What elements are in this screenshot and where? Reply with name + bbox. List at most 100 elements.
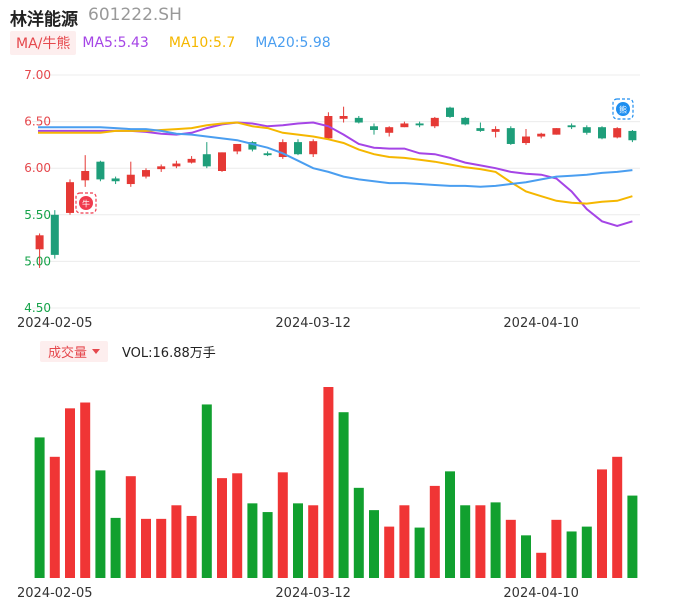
- candle-body: [385, 127, 394, 133]
- ma10-line: [38, 121, 633, 205]
- x-tick-label: 2024-02-05: [17, 586, 93, 601]
- candle-body: [142, 170, 150, 177]
- price-tick-label: 6.00: [24, 161, 51, 175]
- candle: [567, 123, 576, 130]
- ma20-line: [38, 126, 633, 188]
- candle: [142, 168, 150, 179]
- candle-body: [35, 235, 44, 250]
- candle: [491, 126, 500, 138]
- x-tick-label: 2024-02-05: [17, 316, 93, 331]
- candle-body: [66, 182, 74, 213]
- ma-indicator-selector[interactable]: MA/牛熊: [10, 31, 77, 55]
- candle: [506, 126, 515, 145]
- volume-bar: [353, 487, 364, 578]
- candle-body: [157, 166, 166, 170]
- stock-name: 林洋能源: [10, 10, 78, 30]
- bear-badge-icon[interactable]: 熊: [612, 98, 634, 120]
- caret-down-icon: [92, 348, 101, 354]
- volume-bar: [445, 471, 455, 578]
- candle: [50, 210, 59, 259]
- badge-dot: [79, 196, 93, 210]
- volume-bar: [490, 502, 501, 578]
- volume-indicator-label: 成交量: [48, 345, 88, 361]
- candle: [415, 121, 424, 128]
- price-x-axis: 2024-02-05 2024-03-12 2024-04-10: [17, 316, 579, 331]
- candle: [66, 179, 74, 215]
- candle: [35, 233, 44, 268]
- candle-body: [96, 161, 105, 180]
- volume-bar: [141, 518, 151, 578]
- candle-body: [370, 126, 378, 130]
- volume-bar: [475, 505, 486, 578]
- volume-bar: [429, 485, 440, 578]
- candle: [339, 106, 348, 123]
- candle-body: [582, 127, 591, 133]
- candle-body: [567, 125, 576, 128]
- candle-body: [400, 123, 409, 128]
- x-tick-label: 2024-03-12: [275, 586, 351, 601]
- candle-body: [202, 154, 211, 167]
- volume-bar: [338, 412, 349, 578]
- volume-bar: [186, 515, 197, 578]
- ma-lines: [38, 121, 633, 228]
- candle: [309, 139, 318, 158]
- candle: [385, 126, 394, 137]
- candle-body: [613, 128, 622, 138]
- candle: [552, 128, 561, 135]
- volume-bar: [95, 470, 106, 578]
- volume-bar: [323, 387, 334, 578]
- candle-body: [446, 107, 454, 117]
- candle-body: [81, 170, 90, 181]
- candle: [446, 106, 454, 118]
- candle: [400, 121, 409, 128]
- volume-bar: [49, 456, 60, 578]
- candle: [111, 176, 120, 185]
- volume-bar: [460, 505, 471, 578]
- candle: [461, 116, 470, 126]
- candle: [248, 141, 257, 152]
- bull-badge-icon[interactable]: 牛: [75, 192, 97, 214]
- candle-body: [415, 123, 424, 126]
- candle-body: [111, 178, 120, 182]
- stock-code: 601222.SH: [88, 5, 182, 25]
- volume-bar: [171, 505, 182, 578]
- candle: [354, 116, 363, 124]
- candle-body: [628, 130, 637, 141]
- badge-dot: [616, 102, 630, 116]
- volume-bar: [399, 505, 410, 578]
- volume-bar: [34, 437, 45, 578]
- candle-body: [233, 143, 242, 152]
- candle-body: [248, 142, 257, 150]
- volume-bar: [217, 478, 227, 578]
- volume-bar: [369, 510, 379, 578]
- price-grid: [32, 74, 640, 309]
- price-tick-label: 7.00: [24, 68, 51, 82]
- candle: [81, 155, 90, 187]
- volume-bar: [277, 472, 288, 578]
- volume-bar: [232, 473, 243, 578]
- signal-markers: 牛熊: [75, 98, 634, 214]
- candle: [582, 125, 591, 135]
- candle-body: [309, 141, 318, 155]
- volume-bar: [125, 476, 136, 578]
- volume-bar: [65, 408, 75, 578]
- volume-series: [34, 387, 638, 578]
- volume-bar: [551, 519, 562, 578]
- candle: [522, 129, 530, 145]
- x-tick-label: 2024-04-10: [503, 316, 579, 331]
- volume-bar: [536, 552, 547, 578]
- volume-bar: [262, 512, 273, 578]
- candle: [294, 139, 302, 156]
- candle-body: [598, 127, 606, 139]
- ma20-label: MA20:5.98: [255, 35, 331, 51]
- price-tick-label: 4.50: [24, 301, 51, 315]
- volume-bar: [308, 505, 319, 578]
- candle-body: [294, 142, 302, 155]
- volume-bar: [505, 519, 516, 578]
- volume-bar: [110, 517, 121, 578]
- volume-indicator-selector[interactable]: 成交量: [40, 340, 109, 362]
- candle: [233, 143, 242, 155]
- ma-legend: MA/牛熊 MA5:5.43 MA10:5.7 MA20:5.98: [10, 30, 351, 56]
- price-tick-label: 5.00: [24, 254, 51, 268]
